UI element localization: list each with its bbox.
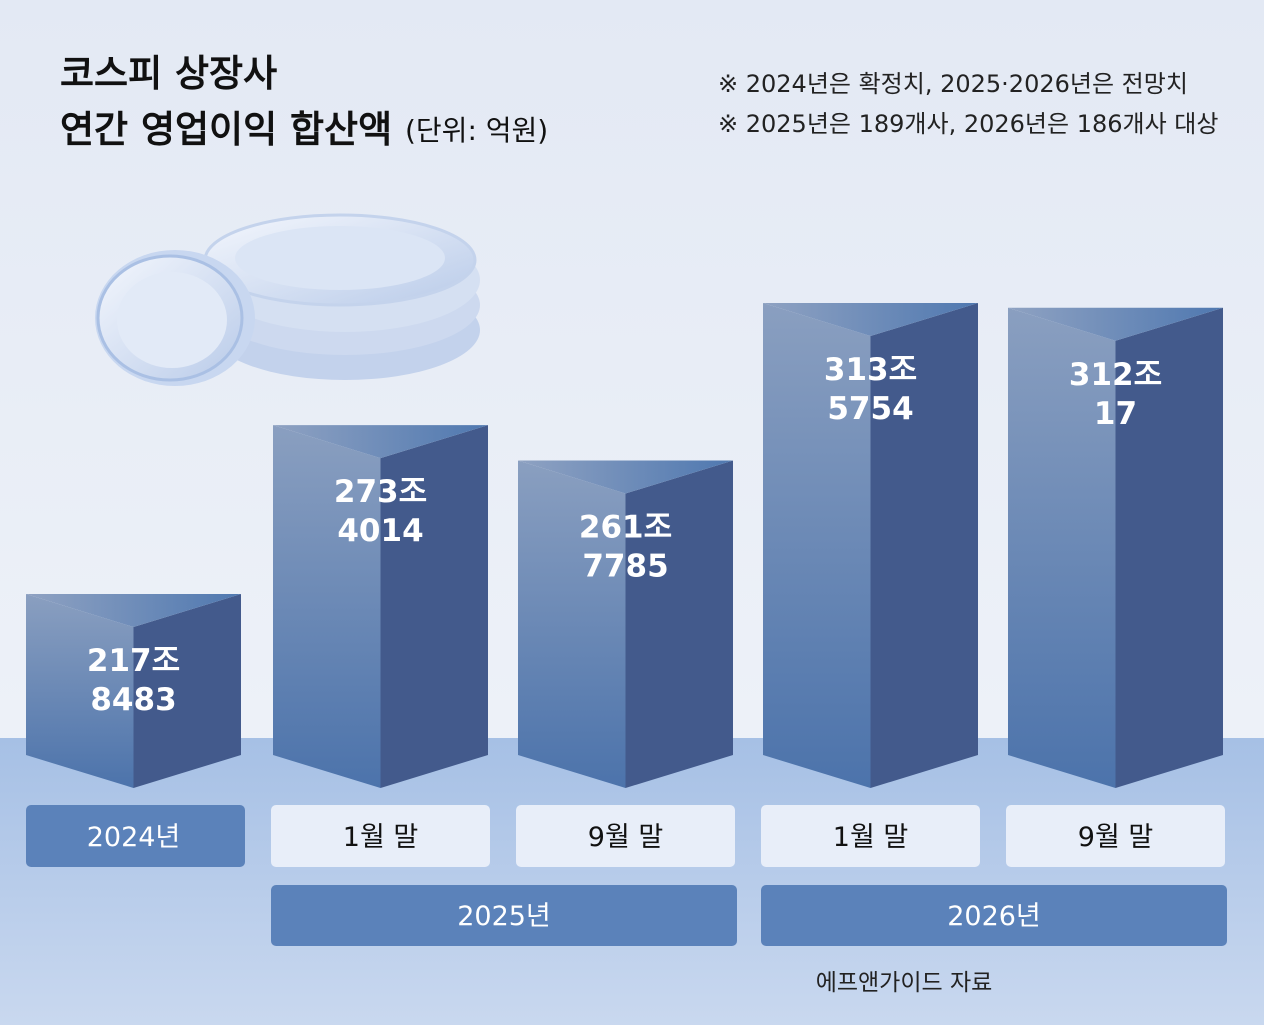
category-text: 1월 말 [343, 822, 418, 853]
bar-top-face [1008, 307, 1223, 341]
category-label: 9월 말 [1006, 805, 1225, 867]
note-1: ※ 2024년은 확정치, 2025·2026년은 전망치 [718, 70, 1188, 98]
note-2: ※ 2025년은 189개사, 2026년은 186개사 대상 [718, 110, 1218, 138]
category-text: 9월 말 [1078, 822, 1153, 853]
bar-side-face [625, 460, 733, 788]
category-labels: 2024년 1월 말 9월 말 1월 말 9월 말 [26, 805, 1225, 867]
bar-side-face [380, 425, 488, 788]
category-label: 2024년 [26, 805, 245, 867]
group-label: 2026년 [761, 885, 1227, 946]
group-box [271, 885, 737, 946]
bar-front-face [273, 425, 381, 788]
value-label: 217조 [87, 643, 180, 679]
value-label: 313조 [824, 352, 917, 388]
group-labels: 2025년 2026년 [271, 885, 1227, 946]
bar-front-face [518, 460, 626, 788]
coins-illustration [95, 213, 480, 386]
group-text: 2025년 [457, 901, 551, 932]
value-label: 273조 [334, 474, 427, 510]
bar-side-face [870, 303, 978, 788]
category-text: 1월 말 [833, 822, 908, 853]
value-label: 5754 [827, 391, 913, 427]
category-label: 1월 말 [271, 805, 490, 867]
bar-front-face [26, 594, 134, 788]
bar-top-face [518, 460, 733, 494]
bar-front-face [1008, 307, 1116, 788]
category-box [271, 805, 490, 867]
bar-front-face [763, 303, 871, 788]
value-label: 4014 [337, 513, 423, 549]
value-label: 7785 [582, 548, 668, 584]
title-line1: 코스피 상장사 [60, 52, 277, 95]
category-text: 2024년 [87, 822, 181, 853]
bar-top-face [273, 425, 488, 459]
value-label: 261조 [579, 509, 672, 545]
category-box [516, 805, 735, 867]
category-box [761, 805, 980, 867]
group-box [761, 885, 1227, 946]
category-label: 1월 말 [761, 805, 980, 867]
source: 에프앤가이드 자료 [816, 970, 993, 996]
value-label: 312조 [1069, 357, 1162, 393]
unit-label: (단위: 억원) [405, 114, 548, 147]
group-label: 2025년 [271, 885, 737, 946]
category-box [26, 805, 245, 867]
bar-side-face [1115, 307, 1223, 788]
category-label: 9월 말 [516, 805, 735, 867]
bar-side-face [133, 594, 241, 788]
group-text: 2026년 [947, 901, 1041, 932]
title-line2: 연간 영업이익 합산액 [60, 108, 392, 151]
category-text: 9월 말 [588, 822, 663, 853]
category-box [1006, 805, 1225, 867]
bar-top-face [26, 594, 241, 628]
value-label: 8483 [90, 682, 176, 718]
bar-top-face [763, 303, 978, 337]
value-label: 17 [1094, 396, 1137, 432]
